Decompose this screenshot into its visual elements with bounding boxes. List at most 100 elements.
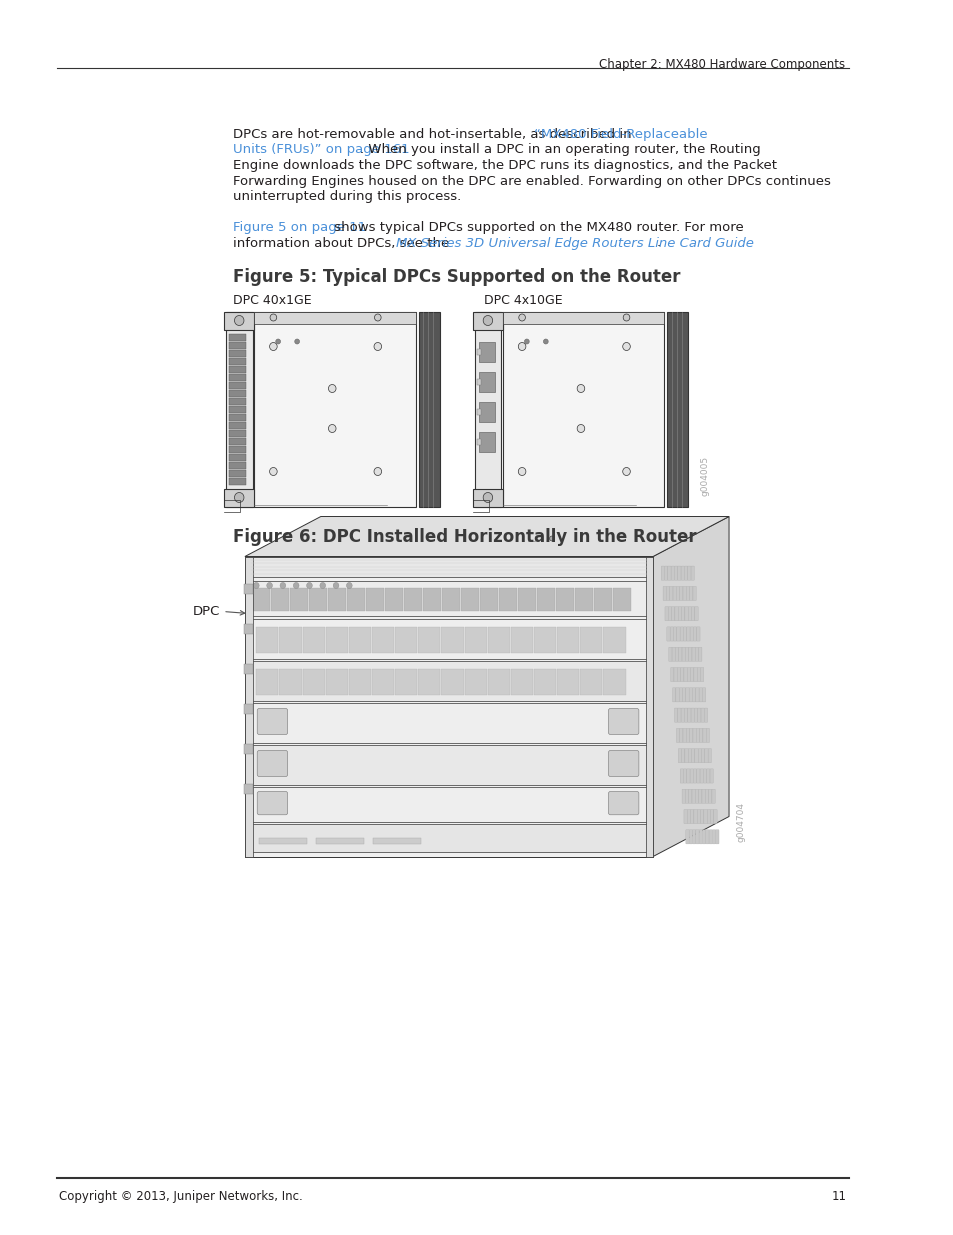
- FancyBboxPatch shape: [690, 667, 693, 682]
- Bar: [349, 668, 371, 694]
- Text: DPC: DPC: [193, 605, 220, 618]
- Bar: [244, 624, 253, 634]
- Bar: [229, 462, 246, 468]
- Bar: [417, 626, 440, 652]
- FancyBboxPatch shape: [687, 606, 691, 621]
- Bar: [366, 588, 383, 610]
- Bar: [302, 626, 324, 652]
- FancyBboxPatch shape: [608, 709, 639, 735]
- FancyBboxPatch shape: [681, 647, 684, 662]
- FancyBboxPatch shape: [702, 769, 706, 783]
- Bar: [244, 704, 253, 714]
- Circle shape: [270, 468, 277, 475]
- FancyBboxPatch shape: [684, 789, 688, 803]
- Bar: [479, 588, 497, 610]
- FancyBboxPatch shape: [679, 769, 682, 783]
- FancyBboxPatch shape: [707, 748, 711, 763]
- Text: uninterrupted during this process.: uninterrupted during this process.: [233, 190, 460, 203]
- Bar: [441, 626, 463, 652]
- Text: DPC 40x1GE: DPC 40x1GE: [233, 294, 311, 306]
- FancyBboxPatch shape: [679, 627, 682, 641]
- FancyBboxPatch shape: [668, 647, 671, 662]
- FancyBboxPatch shape: [608, 751, 639, 777]
- FancyBboxPatch shape: [682, 627, 686, 641]
- FancyBboxPatch shape: [681, 688, 685, 701]
- Bar: [229, 430, 246, 436]
- FancyBboxPatch shape: [679, 667, 683, 682]
- FancyBboxPatch shape: [675, 647, 678, 662]
- FancyBboxPatch shape: [700, 667, 703, 682]
- Circle shape: [234, 315, 244, 326]
- FancyBboxPatch shape: [691, 789, 695, 803]
- Bar: [229, 350, 246, 357]
- FancyBboxPatch shape: [685, 729, 689, 742]
- Bar: [395, 668, 416, 694]
- FancyBboxPatch shape: [675, 688, 679, 701]
- Bar: [279, 668, 301, 694]
- Bar: [537, 588, 555, 610]
- Bar: [464, 668, 486, 694]
- Text: MX Series 3D Universal Edge Routers Line Card Guide: MX Series 3D Universal Edge Routers Line…: [395, 236, 753, 249]
- FancyBboxPatch shape: [700, 708, 703, 722]
- Text: . When you install a DPC in an operating router, the Routing: . When you install a DPC in an operating…: [360, 143, 760, 157]
- Bar: [478, 342, 494, 362]
- Bar: [229, 333, 246, 341]
- FancyBboxPatch shape: [672, 688, 675, 701]
- FancyBboxPatch shape: [671, 647, 675, 662]
- FancyBboxPatch shape: [692, 688, 695, 701]
- FancyBboxPatch shape: [704, 789, 708, 803]
- FancyBboxPatch shape: [686, 627, 689, 641]
- Bar: [579, 668, 601, 694]
- Bar: [478, 372, 494, 391]
- FancyBboxPatch shape: [688, 688, 692, 701]
- Bar: [579, 626, 601, 652]
- Bar: [229, 373, 246, 380]
- FancyBboxPatch shape: [703, 809, 706, 824]
- FancyBboxPatch shape: [679, 688, 681, 701]
- FancyBboxPatch shape: [669, 627, 673, 641]
- FancyBboxPatch shape: [699, 830, 701, 844]
- Bar: [229, 398, 246, 405]
- Bar: [244, 783, 253, 794]
- Circle shape: [294, 338, 299, 345]
- Bar: [502, 311, 664, 324]
- FancyBboxPatch shape: [683, 708, 687, 722]
- Text: Figure 5: Typical DPCs Supported on the Router: Figure 5: Typical DPCs Supported on the …: [233, 268, 679, 285]
- Bar: [510, 668, 533, 694]
- FancyBboxPatch shape: [670, 667, 673, 682]
- Text: Engine downloads the DPC software, the DPC runs its diagnostics, and the Packet: Engine downloads the DPC software, the D…: [233, 159, 776, 172]
- Bar: [473, 489, 502, 506]
- Circle shape: [622, 314, 629, 321]
- Bar: [249, 557, 649, 577]
- Bar: [575, 588, 592, 610]
- FancyBboxPatch shape: [678, 606, 680, 621]
- Bar: [464, 626, 486, 652]
- Text: 11: 11: [831, 1191, 846, 1203]
- FancyBboxPatch shape: [662, 587, 665, 600]
- FancyBboxPatch shape: [666, 627, 669, 641]
- Bar: [556, 588, 574, 610]
- FancyBboxPatch shape: [698, 748, 700, 763]
- Bar: [249, 619, 649, 658]
- FancyBboxPatch shape: [690, 708, 694, 722]
- FancyBboxPatch shape: [684, 606, 687, 621]
- FancyBboxPatch shape: [685, 587, 689, 600]
- Bar: [229, 357, 246, 364]
- FancyBboxPatch shape: [667, 566, 670, 580]
- Circle shape: [518, 314, 525, 321]
- Text: DPC 4x10GE: DPC 4x10GE: [483, 294, 562, 306]
- FancyBboxPatch shape: [674, 606, 678, 621]
- Bar: [477, 438, 480, 445]
- Text: Chapter 2: MX480 Hardware Components: Chapter 2: MX480 Hardware Components: [598, 58, 844, 70]
- Circle shape: [328, 425, 335, 432]
- Circle shape: [622, 342, 630, 351]
- Circle shape: [293, 583, 298, 589]
- Bar: [423, 588, 440, 610]
- FancyBboxPatch shape: [701, 688, 705, 701]
- FancyBboxPatch shape: [664, 566, 667, 580]
- FancyBboxPatch shape: [697, 708, 700, 722]
- Bar: [602, 668, 625, 694]
- Bar: [254, 311, 416, 324]
- FancyBboxPatch shape: [706, 809, 710, 824]
- FancyBboxPatch shape: [680, 748, 684, 763]
